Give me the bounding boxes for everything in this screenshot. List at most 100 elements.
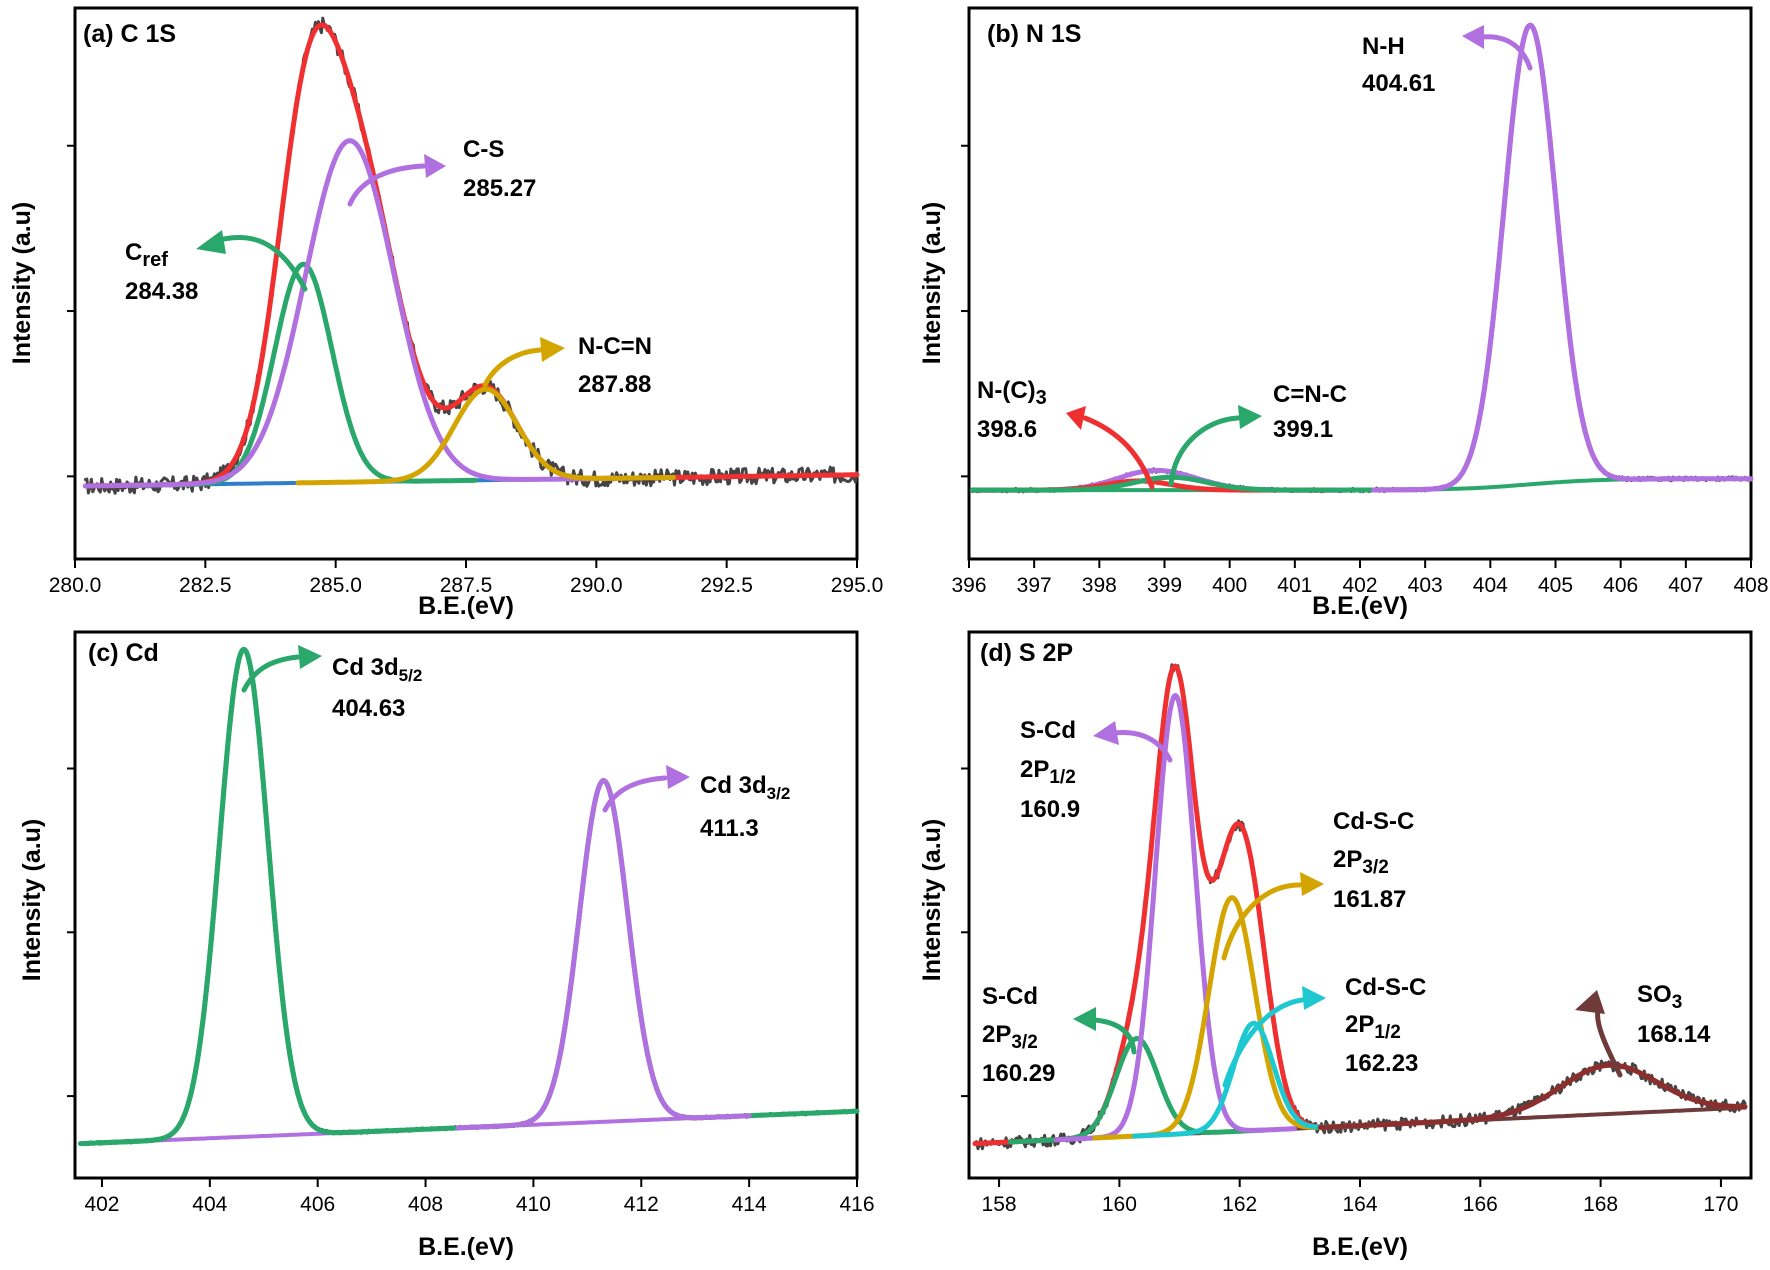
cd-s-c-1-2-subshell: 2P1/2 bbox=[1345, 1011, 1401, 1043]
x-tick-label: 408 bbox=[408, 1193, 443, 1216]
cd-3-2-value: 411.3 bbox=[700, 815, 759, 842]
x-ticks: 280.0 282.5 285.0 287.5 290.0 292.5 295.0 bbox=[49, 144, 884, 597]
x-tick-label: 416 bbox=[839, 1193, 874, 1216]
n-h-label: N-H bbox=[1362, 33, 1405, 60]
panel-title: (c) Cd bbox=[88, 639, 159, 667]
panel-title: (d) S 2P bbox=[980, 639, 1073, 667]
envelope-fit-line bbox=[82, 22, 860, 489]
cd-5-2-arrowhead bbox=[298, 645, 322, 669]
x-tick-label: 397 bbox=[1017, 574, 1052, 597]
n-c3-arrow bbox=[1082, 415, 1155, 490]
s-cd-1-2-value: 160.9 bbox=[1020, 796, 1080, 823]
s-cd-3-2-arrow bbox=[1092, 1017, 1137, 1055]
c-n-c-arrow bbox=[1168, 415, 1241, 487]
x-tick-label: 295.0 bbox=[831, 574, 884, 597]
so3-arrow bbox=[1595, 1007, 1623, 1078]
component-peak-so3 bbox=[1317, 1062, 1748, 1130]
c-ref-arrowhead bbox=[196, 230, 226, 254]
c-n-c-arrowhead bbox=[1238, 405, 1262, 429]
x-tick-label: 402 bbox=[1342, 574, 1377, 597]
component-peak-n-h bbox=[1371, 22, 1689, 493]
so3-value: 168.14 bbox=[1637, 1021, 1711, 1048]
x-tick-label: 160 bbox=[1102, 1193, 1137, 1216]
x-tick-label: 162 bbox=[1222, 1193, 1257, 1216]
raw-data-line bbox=[83, 16, 859, 495]
x-tick-label: 405 bbox=[1538, 574, 1573, 597]
x-tick-label: 414 bbox=[732, 1193, 767, 1216]
cd-5-2-arrow bbox=[241, 654, 301, 693]
x-tick-label: 410 bbox=[516, 1193, 551, 1216]
s-cd-1-2-label: S-Cd bbox=[1020, 717, 1076, 744]
x-tick-label: 396 bbox=[951, 574, 986, 597]
x-axis-label: B.E.(eV) bbox=[418, 1233, 514, 1261]
cd-s-c-1-2-label: Cd-S-C bbox=[1345, 974, 1426, 1001]
component-peak-cd-s-c-2p1-2 bbox=[1131, 1020, 1376, 1139]
c-n-c-value: 399.1 bbox=[1273, 416, 1333, 443]
x-tick-label: 282.5 bbox=[179, 574, 232, 597]
x-tick-label: 168 bbox=[1583, 1193, 1618, 1216]
cd-s-c-3-2-subshell: 2P3/2 bbox=[1333, 846, 1389, 878]
x-axis-label: B.E.(eV) bbox=[1312, 1233, 1408, 1261]
n-c-n-label: N-C=N bbox=[578, 333, 652, 360]
s-cd-3-2-arrowhead bbox=[1073, 1007, 1096, 1031]
y-axis-label: Intensity (a.u) bbox=[8, 202, 36, 365]
n-c-n-arrow bbox=[482, 347, 543, 388]
x-tick-label: 399 bbox=[1147, 574, 1182, 597]
panel-title: (a) C 1S bbox=[83, 20, 176, 48]
x-tick-label: 290.0 bbox=[570, 574, 623, 597]
cd-5-2-value: 404.63 bbox=[332, 695, 405, 722]
cd-3-2-label: Cd 3d3/2 bbox=[700, 772, 790, 803]
so3-arrowhead bbox=[1575, 990, 1605, 1014]
component-peak-s-cd-2p3-2 bbox=[1008, 1036, 1266, 1145]
n-h-arrow bbox=[1479, 34, 1533, 71]
c-s-label: C-S bbox=[463, 136, 504, 163]
s-cd-1-2-subshell: 2P1/2 bbox=[1020, 756, 1076, 788]
panel-s-2p: 158 160 162 164 166 168 170 (d) S 2P B.E.(eV) … bbox=[918, 630, 1753, 1261]
s-cd-3-2-value: 160.29 bbox=[982, 1060, 1055, 1087]
c-ref-label: Cref bbox=[125, 239, 168, 271]
s-cd-3-2-label: S-Cd bbox=[982, 983, 1038, 1010]
x-tick-label: 287.5 bbox=[440, 574, 493, 597]
cd-s-c-1-2-arrow bbox=[1222, 997, 1305, 1088]
n-c3-label: N-(C)3 bbox=[977, 377, 1047, 409]
x-tick-label: 280.0 bbox=[49, 574, 102, 597]
cd-s-c-3-2-arrow bbox=[1221, 882, 1303, 961]
x-tick-label: 285.0 bbox=[309, 574, 362, 597]
panel-n-1s: 396 397 398 399 400 401 402 403 404 405 406 407 408 … bbox=[918, 6, 1769, 620]
x-tick-label: 406 bbox=[300, 1193, 335, 1216]
x-ticks: 158 160 162 164 166 168 170 bbox=[961, 767, 1738, 1216]
component-peak-cd-3d5-2 bbox=[95, 646, 392, 1146]
c-ref-arrow bbox=[209, 234, 308, 292]
x-tick-label: 402 bbox=[84, 1193, 119, 1216]
c-s-value: 285.27 bbox=[463, 175, 536, 202]
x-tick-label: 404 bbox=[192, 1193, 227, 1216]
x-tick-label: 412 bbox=[624, 1193, 659, 1216]
c-n-c-label: C=N-C bbox=[1273, 381, 1347, 408]
x-tick-label: 401 bbox=[1277, 574, 1312, 597]
x-tick-label: 403 bbox=[1408, 574, 1443, 597]
x-tick-label: 404 bbox=[1473, 574, 1508, 597]
cd-s-c-3-2-value: 161.87 bbox=[1333, 886, 1406, 913]
x-ticks: 396 397 398 399 400 401 402 403 404 405 406 407 408 bbox=[951, 144, 1769, 597]
cd-5-2-label: Cd 3d5/2 bbox=[332, 654, 422, 685]
x-tick-label: 408 bbox=[1733, 574, 1768, 597]
x-ticks: 402 404 406 408 410 412 414 416 bbox=[67, 767, 875, 1216]
s-cd-3-2-subshell: 2P3/2 bbox=[982, 1021, 1038, 1053]
plot-frame bbox=[73, 630, 859, 1180]
n-c3-value: 398.6 bbox=[977, 416, 1037, 443]
component-peak-n-c-n bbox=[295, 386, 676, 486]
panel-c-1s: 280.0 282.5 285.0 287.5 290.0 292.5 295.0 (a) … bbox=[8, 6, 884, 620]
n-c3-arrowhead bbox=[1066, 406, 1086, 430]
component-peak-c-n-c bbox=[969, 474, 1389, 493]
x-tick-label: 158 bbox=[982, 1193, 1017, 1216]
so3-label: SO3 bbox=[1637, 981, 1682, 1013]
x-tick-label: 398 bbox=[1082, 574, 1117, 597]
y-axis-label: Intensity (a.u) bbox=[18, 819, 46, 982]
x-tick-label: 407 bbox=[1668, 574, 1703, 597]
x-axis-label: B.E.(eV) bbox=[418, 592, 514, 620]
c-s-arrow bbox=[347, 163, 427, 207]
x-tick-label: 166 bbox=[1463, 1193, 1498, 1216]
x-tick-label: 400 bbox=[1212, 574, 1247, 597]
n-c-n-value: 287.88 bbox=[578, 371, 651, 398]
